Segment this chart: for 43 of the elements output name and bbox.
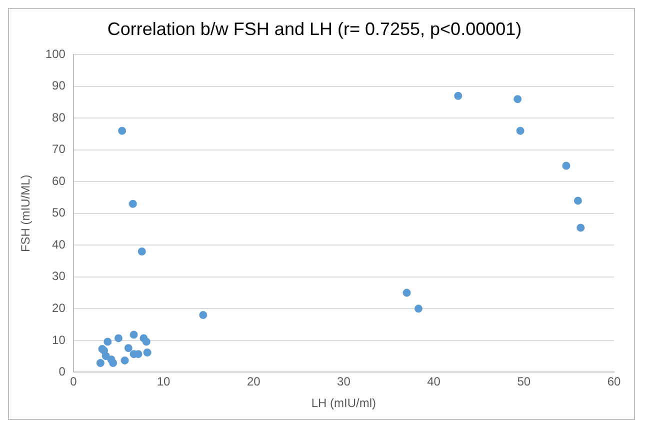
point bbox=[562, 162, 570, 170]
y-tick-label: 90 bbox=[52, 78, 66, 93]
point bbox=[96, 358, 104, 367]
point bbox=[128, 200, 137, 208]
point bbox=[574, 196, 582, 205]
y-tick-label: 60 bbox=[52, 174, 66, 188]
x-tick-label: 30 bbox=[337, 374, 351, 389]
point bbox=[124, 344, 132, 352]
x-axis-title: LH (mIU/ml) bbox=[311, 396, 376, 410]
y-tick-label: 100 bbox=[45, 46, 66, 61]
x-tick-label: 0 bbox=[70, 374, 78, 389]
y-tick-label: 20 bbox=[52, 300, 66, 315]
x-tick-label: 20 bbox=[246, 374, 261, 389]
y-tick-label: 10 bbox=[52, 332, 66, 347]
point bbox=[109, 358, 118, 367]
point bbox=[516, 126, 524, 135]
point bbox=[138, 248, 146, 256]
y-tick-label: 40 bbox=[52, 237, 66, 252]
y-tick-label: 50 bbox=[52, 206, 66, 220]
y-axis-title: FSH (mIU/ML) bbox=[18, 174, 33, 252]
point bbox=[576, 224, 585, 232]
point bbox=[514, 95, 522, 104]
point bbox=[402, 288, 411, 297]
x-tick-label: 60 bbox=[607, 374, 621, 389]
point bbox=[199, 311, 208, 320]
x-tick-label: 10 bbox=[156, 374, 171, 389]
y-tick-label: 70 bbox=[52, 142, 66, 156]
point bbox=[143, 348, 152, 357]
point bbox=[142, 338, 150, 346]
point bbox=[120, 356, 129, 364]
y-tick-label: 0 bbox=[58, 364, 66, 379]
point bbox=[454, 92, 462, 100]
y-tick-label: 30 bbox=[52, 269, 66, 284]
chart-title: Correlation b/w FSH and LH (r= 0.7255, p<0.00001) bbox=[107, 18, 522, 39]
point bbox=[414, 304, 422, 313]
x-tick-label: 50 bbox=[517, 374, 531, 389]
y-tick-label: 80 bbox=[52, 110, 66, 124]
point bbox=[104, 338, 112, 346]
point bbox=[102, 352, 110, 360]
point bbox=[130, 330, 138, 339]
point bbox=[114, 334, 122, 342]
x-tick-label: 40 bbox=[427, 374, 441, 389]
point bbox=[118, 126, 126, 135]
